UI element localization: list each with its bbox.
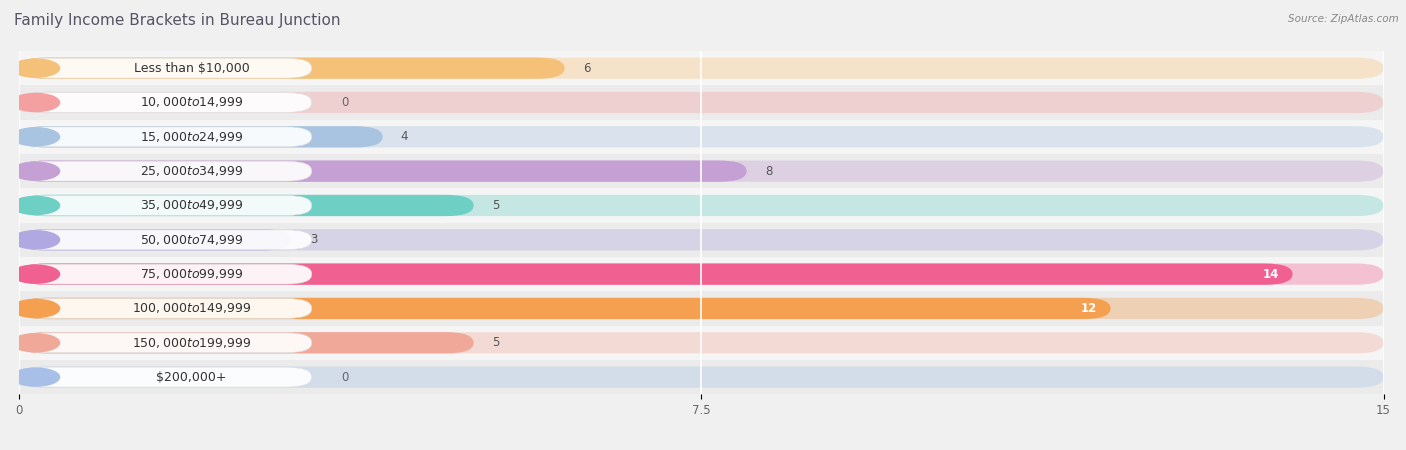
- Text: $10,000 to $14,999: $10,000 to $14,999: [139, 95, 243, 109]
- Circle shape: [11, 368, 59, 386]
- Circle shape: [11, 94, 59, 112]
- Circle shape: [11, 197, 59, 215]
- FancyBboxPatch shape: [18, 298, 1111, 319]
- FancyBboxPatch shape: [18, 126, 1384, 148]
- FancyBboxPatch shape: [18, 264, 1384, 285]
- Text: 14: 14: [1263, 268, 1279, 281]
- Text: 3: 3: [309, 233, 318, 246]
- FancyBboxPatch shape: [18, 298, 1384, 319]
- FancyBboxPatch shape: [21, 298, 312, 319]
- FancyBboxPatch shape: [21, 333, 312, 353]
- FancyBboxPatch shape: [18, 195, 1384, 216]
- Circle shape: [11, 299, 59, 318]
- FancyBboxPatch shape: [18, 264, 1292, 285]
- Text: Less than $10,000: Less than $10,000: [134, 62, 249, 75]
- FancyBboxPatch shape: [18, 161, 747, 182]
- FancyBboxPatch shape: [18, 332, 1384, 353]
- FancyBboxPatch shape: [21, 93, 312, 112]
- Bar: [18, 223, 1384, 257]
- Circle shape: [11, 231, 59, 249]
- Bar: [18, 120, 1384, 154]
- Circle shape: [11, 265, 59, 283]
- Circle shape: [11, 334, 59, 352]
- Text: 4: 4: [401, 130, 408, 143]
- Bar: [18, 188, 1384, 223]
- Text: $100,000 to $149,999: $100,000 to $149,999: [132, 302, 252, 315]
- Text: 0: 0: [342, 371, 349, 383]
- Text: $150,000 to $199,999: $150,000 to $199,999: [132, 336, 252, 350]
- FancyBboxPatch shape: [18, 332, 474, 353]
- Circle shape: [11, 59, 59, 77]
- Text: $25,000 to $34,999: $25,000 to $34,999: [139, 164, 243, 178]
- Text: $200,000+: $200,000+: [156, 371, 226, 383]
- FancyBboxPatch shape: [18, 229, 291, 251]
- Text: 5: 5: [492, 336, 499, 349]
- Bar: [18, 326, 1384, 360]
- Bar: [18, 86, 1384, 120]
- Text: Family Income Brackets in Bureau Junction: Family Income Brackets in Bureau Junctio…: [14, 14, 340, 28]
- Text: 0: 0: [342, 96, 349, 109]
- Text: $50,000 to $74,999: $50,000 to $74,999: [139, 233, 243, 247]
- FancyBboxPatch shape: [21, 161, 312, 181]
- FancyBboxPatch shape: [18, 58, 565, 79]
- Text: Source: ZipAtlas.com: Source: ZipAtlas.com: [1288, 14, 1399, 23]
- Text: $35,000 to $49,999: $35,000 to $49,999: [139, 198, 243, 212]
- FancyBboxPatch shape: [18, 126, 382, 148]
- FancyBboxPatch shape: [18, 195, 474, 216]
- FancyBboxPatch shape: [18, 92, 1384, 113]
- FancyBboxPatch shape: [21, 264, 312, 284]
- FancyBboxPatch shape: [21, 367, 312, 387]
- Bar: [18, 360, 1384, 394]
- Bar: [18, 51, 1384, 86]
- Bar: [18, 154, 1384, 188]
- Bar: [18, 291, 1384, 326]
- FancyBboxPatch shape: [21, 195, 312, 216]
- Text: 12: 12: [1081, 302, 1097, 315]
- Text: 5: 5: [492, 199, 499, 212]
- Text: $75,000 to $99,999: $75,000 to $99,999: [139, 267, 243, 281]
- FancyBboxPatch shape: [21, 230, 312, 250]
- FancyBboxPatch shape: [21, 127, 312, 147]
- Text: $15,000 to $24,999: $15,000 to $24,999: [139, 130, 243, 144]
- FancyBboxPatch shape: [18, 58, 1384, 79]
- Circle shape: [11, 162, 59, 180]
- FancyBboxPatch shape: [18, 229, 1384, 251]
- FancyBboxPatch shape: [18, 161, 1384, 182]
- Text: 8: 8: [765, 165, 772, 178]
- FancyBboxPatch shape: [21, 58, 312, 78]
- Bar: [18, 257, 1384, 291]
- Text: 6: 6: [583, 62, 591, 75]
- FancyBboxPatch shape: [18, 366, 1384, 388]
- Circle shape: [11, 128, 59, 146]
